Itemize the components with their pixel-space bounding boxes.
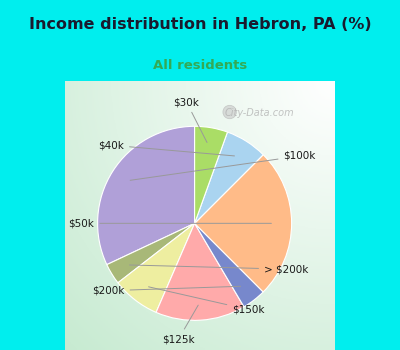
Text: $50k: $50k [68,218,271,228]
Text: City-Data.com: City-Data.com [224,108,294,118]
Wedge shape [118,223,195,313]
Circle shape [223,105,236,119]
Text: $125k: $125k [162,305,198,344]
Text: $200k: $200k [92,286,240,296]
Text: $30k: $30k [174,97,207,142]
Text: Income distribution in Hebron, PA (%): Income distribution in Hebron, PA (%) [29,17,371,32]
Text: All residents: All residents [153,59,247,72]
Text: $100k: $100k [130,151,316,180]
Text: $40k: $40k [98,140,234,156]
Wedge shape [195,155,292,292]
Wedge shape [156,223,244,320]
Wedge shape [195,223,263,307]
Wedge shape [195,132,263,223]
Text: > $200k: > $200k [130,264,308,274]
Wedge shape [98,126,195,265]
Wedge shape [195,126,228,223]
Text: $150k: $150k [148,287,265,315]
Wedge shape [107,223,195,283]
